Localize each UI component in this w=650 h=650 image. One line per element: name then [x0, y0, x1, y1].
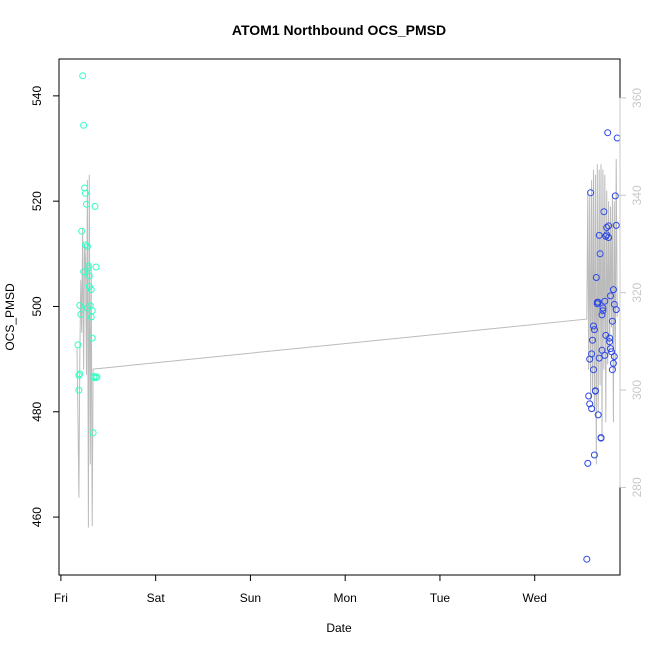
x-tick-label: Wed	[522, 591, 546, 605]
y-tick-label: 460	[30, 507, 44, 527]
data-point	[613, 134, 621, 142]
data-point	[606, 338, 614, 346]
data-point	[89, 429, 97, 437]
y2-tick-label: 360	[630, 88, 644, 108]
data-point	[596, 250, 604, 258]
y2-tick-label: 320	[630, 282, 644, 302]
series-line	[76, 158, 618, 528]
y-tick-label: 500	[30, 296, 44, 316]
data-point	[612, 306, 620, 314]
data-point	[74, 341, 82, 349]
data-point	[601, 351, 609, 359]
data-point	[609, 286, 617, 294]
data-point	[610, 353, 618, 360]
data-point	[81, 184, 89, 192]
data-point	[82, 241, 89, 249]
y2-tick-label: 300	[630, 380, 644, 400]
data-point	[591, 387, 599, 395]
data-point	[83, 242, 91, 250]
data-point	[597, 434, 605, 442]
x-axis: Fri Sat Sun Mon Tue Wed	[54, 574, 547, 605]
data-point	[76, 301, 84, 309]
data-point	[606, 334, 614, 342]
chart-title: ATOM1 Northbound OCS_PMSD	[232, 22, 446, 38]
data-point	[75, 371, 83, 379]
x-axis-label: Date	[326, 621, 352, 635]
data-point	[83, 200, 90, 208]
data-point	[598, 311, 606, 319]
data-point	[592, 274, 600, 281]
y2-tick-label: 340	[630, 185, 644, 205]
y-axis-label: OCS_PMSD	[3, 283, 17, 351]
data-point	[83, 304, 91, 312]
data-point	[609, 359, 617, 367]
data-point	[75, 386, 83, 394]
y2-tick-label: 280	[630, 477, 644, 497]
data-point	[598, 346, 606, 354]
data-point	[607, 292, 614, 300]
data-point	[92, 263, 100, 271]
data-point	[78, 227, 86, 235]
x-tick-label: Fri	[54, 591, 68, 605]
data-point	[605, 222, 613, 230]
data-point	[82, 189, 89, 197]
data-point	[583, 555, 591, 563]
data-point	[584, 459, 592, 467]
data-point	[590, 366, 597, 374]
data-point	[586, 400, 594, 408]
data-point	[600, 208, 608, 216]
data-point	[80, 268, 88, 276]
data-point	[92, 374, 100, 382]
data-point	[586, 355, 594, 363]
data-point	[594, 298, 602, 306]
data-point	[611, 192, 619, 200]
data-point	[602, 232, 610, 240]
data-point	[87, 286, 95, 294]
data-point	[79, 72, 87, 80]
data-point	[588, 405, 596, 413]
data-point	[80, 121, 88, 129]
data-point	[88, 334, 96, 342]
data-point	[84, 264, 92, 272]
points-layer	[74, 72, 621, 563]
y2-axis: 280 300 320 340 360	[619, 88, 644, 497]
data-point	[85, 272, 93, 280]
data-point	[595, 354, 603, 362]
data-point	[589, 336, 596, 344]
data-point	[77, 310, 85, 318]
line-layer	[76, 158, 618, 528]
x-tick-label: Sun	[240, 591, 261, 605]
y-tick-label: 480	[30, 401, 44, 421]
data-point	[607, 345, 614, 353]
plot-frame	[58, 58, 621, 576]
data-point	[84, 262, 92, 270]
x-tick-label: Sat	[147, 591, 166, 605]
data-point	[590, 326, 598, 334]
x-tick-label: Tue	[430, 591, 451, 605]
data-point	[604, 129, 612, 137]
data-point	[590, 451, 598, 459]
data-point	[91, 202, 99, 210]
data-point	[595, 231, 603, 239]
data-point	[612, 221, 620, 229]
data-point	[590, 322, 597, 330]
x-tick-label: Mon	[334, 591, 357, 605]
y-tick-label: 520	[30, 191, 44, 211]
data-point	[587, 189, 595, 197]
data-point	[601, 297, 609, 305]
y-axis: 460 480 500 520 540	[30, 86, 60, 527]
data-point	[603, 224, 611, 231]
data-point	[76, 370, 84, 378]
data-point	[608, 317, 616, 325]
y-tick-label: 540	[30, 86, 44, 106]
data-point	[599, 304, 607, 312]
data-point	[585, 392, 593, 400]
data-point	[608, 366, 616, 374]
data-point	[594, 411, 602, 419]
data-point	[599, 307, 607, 315]
